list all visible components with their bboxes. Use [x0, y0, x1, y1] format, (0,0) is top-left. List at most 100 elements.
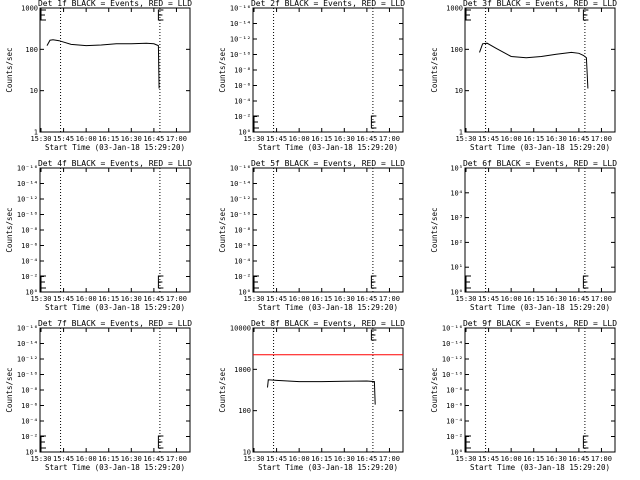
y-tick-label: 10⁰ [450, 289, 463, 297]
y-tick-label: 10 [455, 87, 463, 95]
y-tick-label: 10⁻² [21, 433, 38, 441]
x-tick-label: 16:15 [523, 295, 544, 303]
y-tick-label: 10 [243, 449, 251, 457]
x-tick-label: 16:45 [143, 455, 164, 463]
x-tick-label: 16:30 [121, 455, 142, 463]
detector-panel-2: Det 2f BLACK = Events, RED = LLD 10⁰ 10⁻² 1… [218, 0, 405, 152]
x-tick-label: 17:00 [379, 135, 400, 143]
panel-title: Det 4f BLACK = Events, RED = LLD [38, 159, 192, 168]
x-tick-label: 16:30 [121, 135, 142, 143]
bracket-marker [40, 9, 47, 21]
bracket-marker [465, 275, 472, 289]
y-tick-label: 10⁰ [450, 449, 463, 457]
y-tick-label: 10⁻¹⁰ [230, 211, 251, 219]
detector-panel-8: Det 8f BLACK = Events, RED = LLD 10 100 100… [218, 319, 405, 472]
events-series [267, 379, 376, 405]
x-tick-label: 17:00 [591, 295, 612, 303]
x-tick-label: 15:45 [53, 135, 74, 143]
x-tick-label: 15:45 [266, 455, 287, 463]
detector-panel-5: Det 5f BLACK = Events, RED = LLD 10⁰ 10⁻² 1… [218, 159, 405, 312]
y-tick-label: 10⁻⁴ [446, 418, 463, 426]
x-tick-label: 16:45 [356, 135, 377, 143]
bracket-marker [40, 435, 47, 449]
y-tick-label: 1 [34, 129, 38, 137]
y-axis-label: Counts/sec [218, 47, 227, 92]
y-tick-label: 10⁻² [446, 433, 463, 441]
panel-title: Det 6f BLACK = Events, RED = LLD [463, 159, 617, 168]
plot-frame [464, 7, 616, 133]
x-tick-label: 16:45 [143, 135, 164, 143]
y-tick-label: 10⁻⁸ [234, 227, 251, 235]
x-tick-label: 16:00 [501, 135, 522, 143]
x-tick-label: 15:30 [30, 135, 51, 143]
bracket-marker [465, 435, 472, 449]
x-axis-label: Start Time (03-Jan-18 15:29:20) [470, 143, 610, 152]
y-tick-label: 10⁻⁶ [446, 402, 463, 410]
x-tick-label: 16:30 [334, 135, 355, 143]
x-tick-label: 15:45 [266, 295, 287, 303]
y-tick-label: 10⁻¹⁰ [442, 371, 463, 379]
y-tick-label: 10⁻⁶ [21, 402, 38, 410]
y-tick-label: 10⁻¹⁴ [230, 20, 251, 28]
x-tick-label: 17:00 [591, 135, 612, 143]
y-tick-label: 10⁻⁴ [21, 258, 38, 266]
y-tick-label: 1 [459, 129, 463, 137]
y-tick-label: 10⁻¹⁶ [17, 325, 38, 333]
y-tick-label: 10⁻⁸ [446, 387, 463, 395]
x-tick-label: 15:45 [266, 135, 287, 143]
x-tick-label: 15:45 [478, 455, 499, 463]
y-tick-label: 10⁻¹⁴ [230, 180, 251, 188]
y-tick-label: 10⁻⁶ [234, 82, 251, 90]
y-tick-label: 10⁻⁴ [21, 418, 38, 426]
y-axis-label: Counts/sec [430, 47, 439, 92]
x-tick-label: 16:15 [311, 295, 332, 303]
x-tick-label: 16:15 [311, 455, 332, 463]
y-tick-label: 10⁻¹² [230, 196, 251, 204]
plot-frame [252, 167, 404, 293]
x-tick-label: 16:45 [568, 295, 589, 303]
y-axis-label: Counts/sec [5, 367, 14, 412]
x-tick-label: 16:15 [523, 135, 544, 143]
y-tick-label: 10⁻¹⁴ [17, 340, 38, 348]
bracket-marker [370, 115, 377, 129]
x-axis-label: Start Time (03-Jan-18 15:29:20) [45, 143, 185, 152]
panel-title: Det 5f BLACK = Events, RED = LLD [251, 159, 405, 168]
y-tick-label: 10⁻¹² [230, 36, 251, 44]
x-tick-label: 15:30 [30, 295, 51, 303]
bracket-marker [582, 275, 589, 289]
x-tick-label: 15:45 [478, 295, 499, 303]
bracket-marker [370, 275, 377, 289]
x-tick-label: 17:00 [379, 295, 400, 303]
plot-frame [464, 167, 616, 293]
x-tick-label: 16:45 [568, 135, 589, 143]
plot-frame [39, 167, 191, 293]
x-tick-label: 17:00 [379, 455, 400, 463]
y-tick-label: 10³ [450, 214, 463, 222]
x-tick-label: 16:00 [289, 135, 310, 143]
y-tick-label: 10⁻⁴ [234, 98, 251, 106]
y-tick-label: 1000 [234, 366, 251, 374]
bracket-marker [465, 9, 472, 21]
y-tick-label: 10⁻¹² [17, 196, 38, 204]
plot-frame [39, 7, 191, 133]
detector-panel-6: Det 6f BLACK = Events, RED = LLD 10⁰ 10¹ 10… [430, 159, 617, 312]
detector-panel-4: Det 4f BLACK = Events, RED = LLD 10⁰ 10⁻² 1… [5, 159, 192, 312]
x-tick-label: 16:30 [546, 295, 567, 303]
x-tick-label: 15:30 [455, 135, 476, 143]
y-tick-label: 1000 [446, 5, 463, 13]
x-axis-label: Start Time (03-Jan-18 15:29:20) [258, 303, 398, 312]
x-tick-label: 15:30 [243, 455, 264, 463]
y-tick-label: 10⁻¹² [442, 356, 463, 364]
y-tick-label: 10⁰ [25, 449, 38, 457]
x-tick-label: 16:30 [546, 135, 567, 143]
x-tick-label: 16:15 [523, 455, 544, 463]
x-axis-label: Start Time (03-Jan-18 15:29:20) [45, 463, 185, 472]
x-tick-label: 16:45 [356, 295, 377, 303]
y-tick-label: 10⁻¹⁴ [17, 180, 38, 188]
bracket-marker [582, 9, 589, 21]
x-tick-label: 16:00 [501, 295, 522, 303]
x-tick-label: 15:30 [455, 295, 476, 303]
x-tick-label: 16:00 [76, 455, 97, 463]
x-tick-label: 15:30 [455, 455, 476, 463]
